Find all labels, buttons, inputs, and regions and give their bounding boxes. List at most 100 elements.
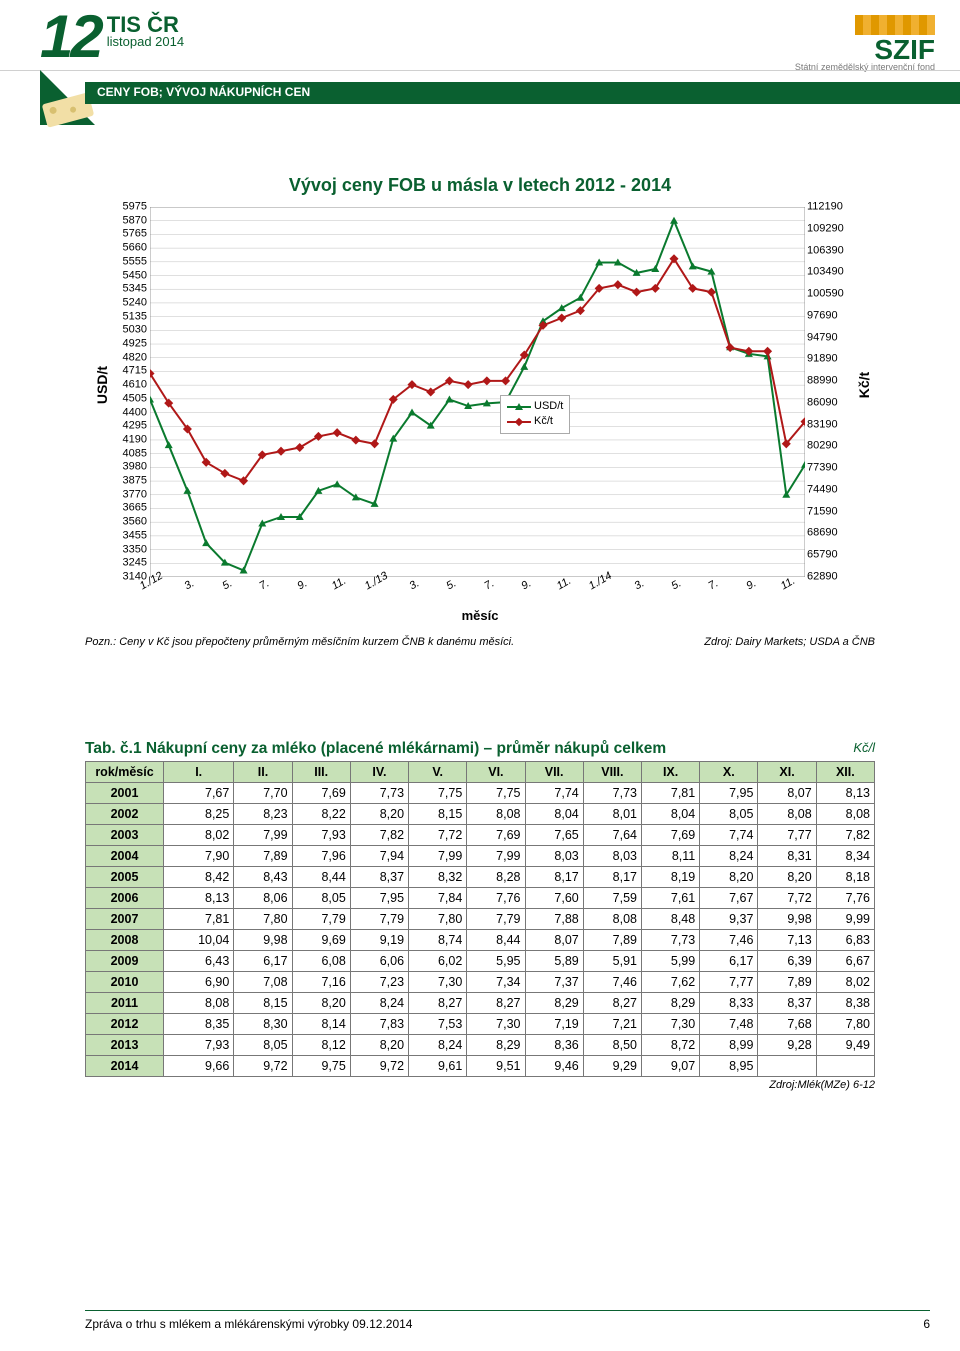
cell: 8,99: [700, 1035, 758, 1056]
cell: 5,91: [583, 951, 641, 972]
cell: 7,30: [641, 1014, 699, 1035]
row-year: 2009: [86, 951, 164, 972]
cell: 8,44: [467, 930, 525, 951]
cell: 8,02: [164, 825, 234, 846]
cell: [816, 1056, 874, 1077]
legend-row-usd: USD/t: [507, 399, 563, 414]
legend-label-usd: USD/t: [534, 399, 563, 414]
cell: 7,93: [164, 1035, 234, 1056]
header-right: SZIF Státní zemědělský intervenční fond: [795, 15, 935, 72]
chart-box: USD/t Kč/t 31403245335034553560366537703…: [85, 202, 875, 622]
cell: 8,24: [350, 993, 408, 1014]
footer-page: 6: [923, 1317, 930, 1331]
cell: 8,20: [700, 867, 758, 888]
footer-rule: [85, 1310, 930, 1311]
cell: 6,02: [409, 951, 467, 972]
cell: 7,75: [467, 783, 525, 804]
cell: 8,42: [164, 867, 234, 888]
cell: 8,72: [641, 1035, 699, 1056]
col-header: V.: [409, 762, 467, 783]
y-axis-right-label: Kč/t: [856, 372, 872, 398]
cell: 7,93: [292, 825, 350, 846]
cell: 8,08: [583, 909, 641, 930]
cell: 9,98: [758, 909, 816, 930]
cell: 8,44: [292, 867, 350, 888]
row-year: 2002: [86, 804, 164, 825]
cell: 9,69: [292, 930, 350, 951]
cell: 8,01: [583, 804, 641, 825]
cell: 7,69: [292, 783, 350, 804]
cell: 7,30: [467, 1014, 525, 1035]
cell: 7,13: [758, 930, 816, 951]
cell: 7,74: [525, 783, 583, 804]
chart-svg: [150, 207, 805, 577]
cell: 9,46: [525, 1056, 583, 1077]
table-unit: Kč/l: [853, 740, 875, 755]
row-year: 2010: [86, 972, 164, 993]
cell: 6,83: [816, 930, 874, 951]
cell: 7,84: [409, 888, 467, 909]
cell: 7,30: [409, 972, 467, 993]
cell: 8,31: [758, 846, 816, 867]
cell: 7,82: [350, 825, 408, 846]
cell: 8,08: [467, 804, 525, 825]
cell: 8,04: [641, 804, 699, 825]
cell: 7,79: [292, 909, 350, 930]
cell: 8,06: [234, 888, 292, 909]
cell: 7,99: [467, 846, 525, 867]
cell: 7,73: [583, 783, 641, 804]
cell: 7,75: [409, 783, 467, 804]
cell: 9,28: [758, 1035, 816, 1056]
cell: 8,08: [816, 804, 874, 825]
cell: 9,37: [700, 909, 758, 930]
cell: 8,29: [641, 993, 699, 1014]
cell: 8,02: [816, 972, 874, 993]
cell: 8,03: [583, 846, 641, 867]
cell: 7,37: [525, 972, 583, 993]
cell: 8,28: [467, 867, 525, 888]
cell: 7,46: [700, 930, 758, 951]
cell: 6,08: [292, 951, 350, 972]
y-ticks-right: 6289065790686907159074490773908029083190…: [807, 202, 857, 577]
cell: 9,19: [350, 930, 408, 951]
cell: 8,24: [409, 1035, 467, 1056]
cell: 8,30: [234, 1014, 292, 1035]
cell: 9,75: [292, 1056, 350, 1077]
milk-price-table: rok/měsícI.II.III.IV.V.VI.VII.VIII.IX.X.…: [85, 761, 875, 1077]
cell: 8,18: [816, 867, 874, 888]
cell: 7,96: [292, 846, 350, 867]
cell: 7,88: [525, 909, 583, 930]
cell: 8,23: [234, 804, 292, 825]
cell: 8,38: [816, 993, 874, 1014]
table-title: Tab. č.1 Nákupní ceny za mléko (placené …: [85, 740, 875, 758]
cell: 8,07: [758, 783, 816, 804]
row-year: 2004: [86, 846, 164, 867]
cell: 7,99: [409, 846, 467, 867]
cell: 8,08: [758, 804, 816, 825]
cell: 9,29: [583, 1056, 641, 1077]
cell: 7,46: [583, 972, 641, 993]
cell: 7,79: [350, 909, 408, 930]
cell: 8,33: [700, 993, 758, 1014]
cell: 7,73: [641, 930, 699, 951]
cell: 7,61: [641, 888, 699, 909]
row-year: 2006: [86, 888, 164, 909]
col-header: IX.: [641, 762, 699, 783]
x-axis-label: měsíc: [85, 608, 875, 623]
cell: 6,43: [164, 951, 234, 972]
cell: 9,72: [350, 1056, 408, 1077]
cell: 7,72: [409, 825, 467, 846]
col-header: XII.: [816, 762, 874, 783]
cell: 9,98: [234, 930, 292, 951]
cell: 7,69: [641, 825, 699, 846]
cell: 7,67: [700, 888, 758, 909]
cell: [758, 1056, 816, 1077]
row-year: 2013: [86, 1035, 164, 1056]
cell: 7,60: [525, 888, 583, 909]
row-year: 2003: [86, 825, 164, 846]
brand-name: TIS ČR: [107, 14, 184, 36]
cell: 8,05: [700, 804, 758, 825]
table-section: Tab. č.1 Nákupní ceny za mléko (placené …: [85, 740, 875, 1091]
footer-text: Zpráva o trhu s mlékem a mlékárenskými v…: [85, 1317, 412, 1331]
cell: 7,89: [234, 846, 292, 867]
